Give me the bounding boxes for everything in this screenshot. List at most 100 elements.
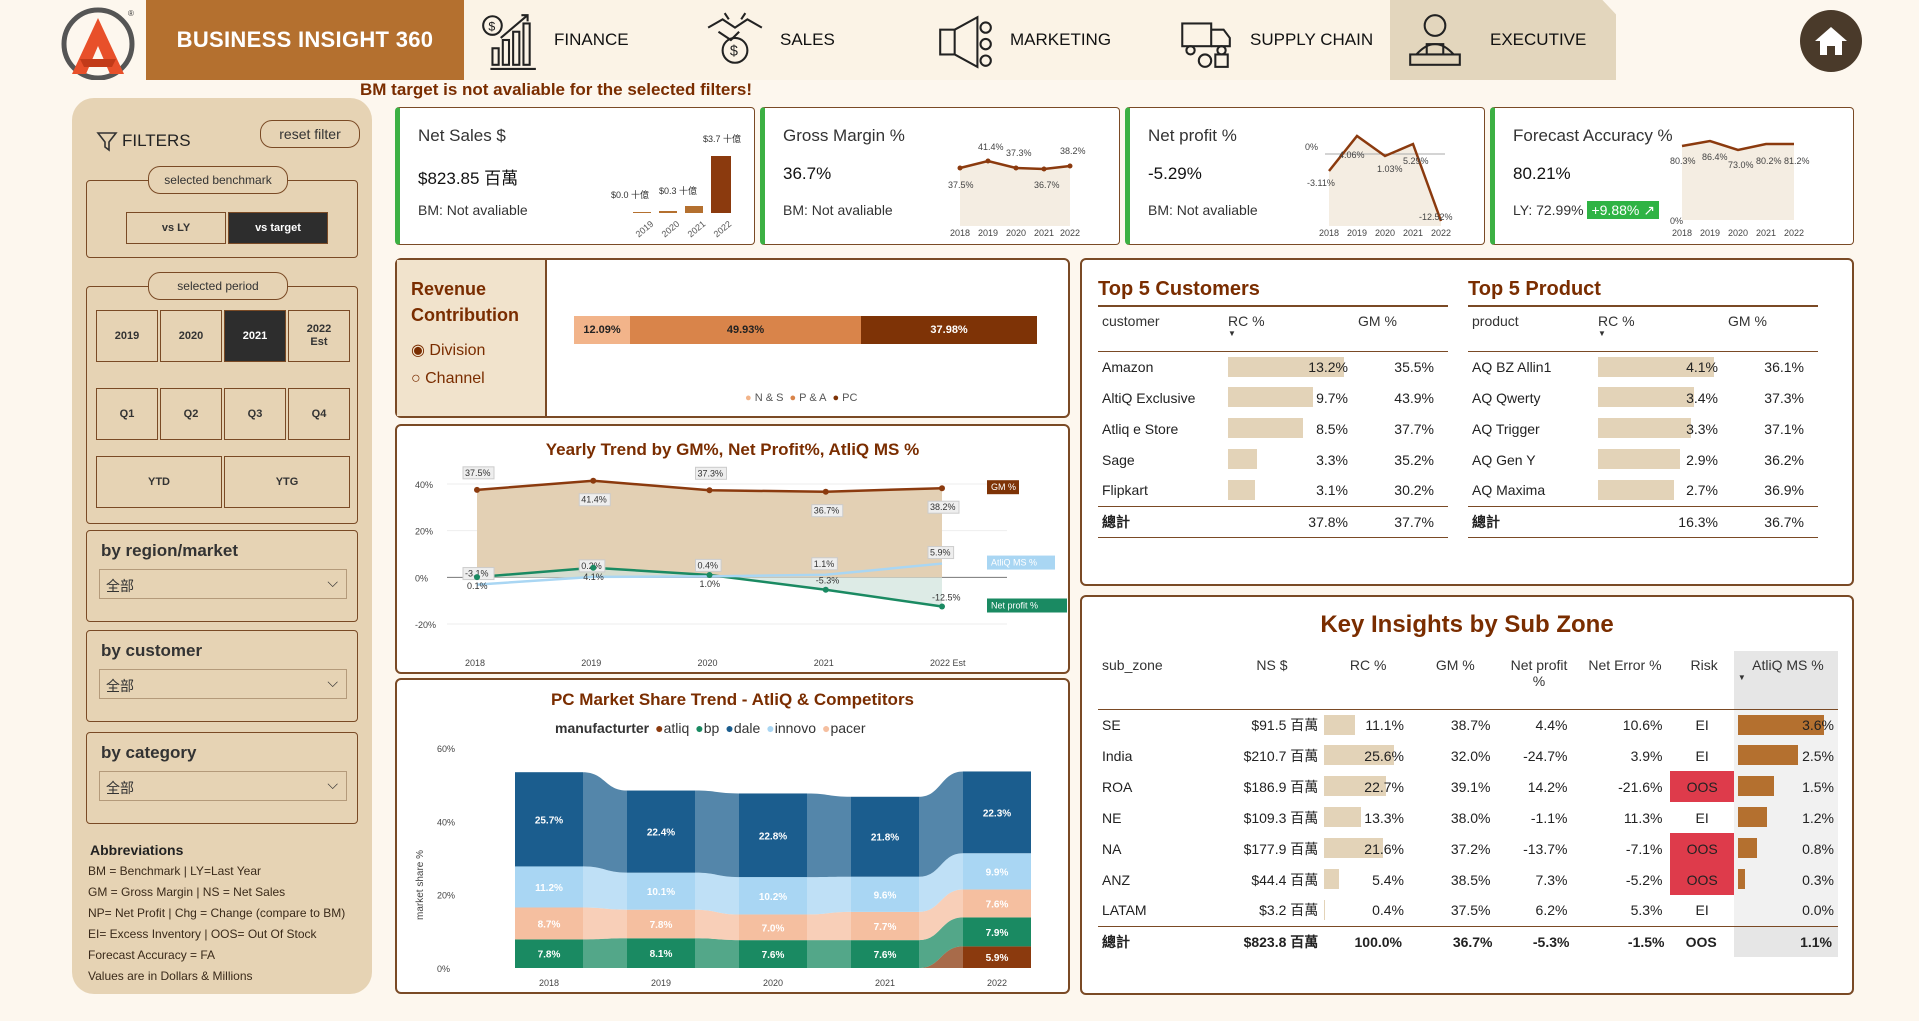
category-dropdown[interactable]: 全部 ⌵	[99, 771, 347, 801]
year-2021-button[interactable]: 2021	[224, 310, 286, 362]
gm-point[interactable]	[822, 488, 829, 495]
bar-innovo[interactable]	[515, 866, 583, 908]
column-header[interactable]: product	[1472, 313, 1519, 329]
column-header[interactable]: Net profit %	[1510, 657, 1568, 689]
column-header[interactable]: Net Error %	[1588, 657, 1662, 673]
table-row[interactable]: India $210.7 百萬 25.6% 32.0% -24.7% 3.9% EI 2.5%	[1098, 740, 1838, 771]
table-row[interactable]: AltiQ Exclusive 9.7% 43.9%	[1098, 382, 1448, 413]
kpi-net-sales[interactable]: Net Sales $ $823.85 百萬 BM: Not avaliable…	[395, 107, 755, 245]
year-2022-est-button[interactable]: 2022 Est	[288, 310, 350, 362]
year-2019-button[interactable]: 2019	[96, 310, 158, 362]
np-point[interactable]	[474, 574, 480, 581]
bar-bp[interactable]	[851, 940, 919, 968]
tab-supply-chain[interactable]: SUPPLY CHAIN	[1160, 0, 1390, 80]
column-header[interactable]: GM %	[1728, 313, 1767, 329]
radio-channel[interactable]: ○ Channel	[411, 370, 485, 388]
bar-atliq[interactable]	[963, 946, 1031, 968]
customer-dropdown[interactable]: 全部 ⌵	[99, 669, 347, 699]
bar-bp[interactable]	[739, 940, 807, 968]
legend-item-atliq[interactable]: ●atliq	[655, 720, 689, 736]
gm-point[interactable]	[474, 486, 480, 493]
column-header[interactable]: RC % ▼	[1228, 307, 1358, 351]
tab-executive[interactable]: EXECUTIVE	[1390, 0, 1616, 80]
bar-innovo[interactable]	[739, 877, 807, 915]
table-row[interactable]: AQ Maxima 2.7% 36.9%	[1468, 475, 1818, 506]
bar-bp[interactable]	[515, 939, 583, 968]
table-row[interactable]: NA $177.9 百萬 21.6% 37.2% -13.7% -7.1% OOS 0.8%	[1098, 833, 1838, 864]
table-row[interactable]: AQ Gen Y 2.9% 36.2%	[1468, 444, 1818, 475]
kpi-net-profit[interactable]: Net profit % -5.29% BM: Not avaliable 0%…	[1125, 107, 1485, 245]
revenue-segment[interactable]: 49.93%	[629, 316, 862, 344]
column-header[interactable]: customer	[1102, 313, 1160, 329]
table-row[interactable]: AQ Trigger 3.3% 37.1%	[1468, 413, 1818, 444]
revenue-segment[interactable]: 37.98%	[861, 316, 1037, 344]
quarter-q1-button[interactable]: Q1	[96, 388, 158, 440]
quarter-q4-button[interactable]: Q4	[288, 388, 350, 440]
np-point[interactable]	[590, 564, 597, 571]
benchmark-vs-target-button[interactable]: vs target	[228, 212, 328, 244]
column-header[interactable]: RC %	[1349, 657, 1387, 673]
gm-point[interactable]	[939, 485, 945, 492]
legend-item-dale[interactable]: ●dale	[725, 720, 760, 736]
bar-innovo[interactable]	[851, 876, 919, 912]
gm-point[interactable]	[590, 477, 597, 484]
year-2020-button[interactable]: 2020	[160, 310, 222, 362]
tab-marketing[interactable]: MARKETING	[920, 0, 1160, 80]
column-header[interactable]: AtliQ MS % ▼	[1733, 651, 1838, 709]
ytd-button[interactable]: YTD	[96, 456, 222, 508]
table-row[interactable]: AQ Qwerty 3.4% 37.3%	[1468, 382, 1818, 413]
column-header[interactable]: sub_zone	[1102, 657, 1163, 673]
bar-dale[interactable]	[515, 772, 583, 867]
column-header[interactable]: NS $	[1256, 657, 1288, 673]
bar-pacer[interactable]	[963, 889, 1031, 918]
bar-innovo[interactable]	[963, 853, 1031, 890]
gm-point[interactable]	[706, 487, 713, 494]
kpi-forecast-accuracy[interactable]: Forecast Accuracy % 80.21% LY: 72.99% +9…	[1490, 107, 1854, 245]
tab-sales[interactable]: $ SALES	[690, 0, 920, 80]
table-row[interactable]: NE $109.3 百萬 13.3% 38.0% -1.1% 11.3% EI 1.2%	[1098, 802, 1838, 833]
ytg-button[interactable]: YTG	[224, 456, 350, 508]
ribbon-innovo	[583, 866, 627, 910]
table-row[interactable]: Sage 3.3% 35.2%	[1098, 444, 1448, 475]
legend-item-bp[interactable]: ●bp	[695, 720, 719, 736]
column-header[interactable]: RC % ▼	[1598, 307, 1728, 351]
bar-pacer[interactable]	[515, 907, 583, 940]
bar-bp[interactable]	[963, 917, 1031, 947]
bar-dale[interactable]	[851, 796, 919, 877]
table-row[interactable]: ROA $186.9 百萬 22.7% 39.1% 14.2% -21.6% OOS 1.5%	[1098, 771, 1838, 802]
bar-pacer[interactable]	[627, 909, 695, 939]
home-button[interactable]	[1800, 10, 1862, 72]
reset-filter-button[interactable]: reset filter	[260, 120, 360, 148]
quarter-q2-button[interactable]: Q2	[160, 388, 222, 440]
legend-item-pacer[interactable]: ●pacer	[822, 720, 866, 736]
bar-dale[interactable]	[963, 771, 1031, 854]
bar-pacer[interactable]	[851, 911, 919, 941]
bar-dale[interactable]	[739, 793, 807, 878]
bar-dale[interactable]	[627, 790, 695, 873]
region-dropdown[interactable]: 全部 ⌵	[99, 569, 347, 599]
column-header[interactable]: GM %	[1358, 313, 1397, 329]
np-point[interactable]	[939, 603, 945, 610]
ribbon-pacer	[695, 909, 739, 941]
np-point[interactable]	[706, 572, 713, 578]
table-row[interactable]: AQ BZ Allin1 4.1% 36.1%	[1468, 351, 1818, 382]
bar-bp[interactable]	[627, 938, 695, 968]
legend-item-innovo[interactable]: ●innovo	[766, 720, 816, 736]
table-row[interactable]: Flipkart 3.1% 30.2%	[1098, 475, 1448, 506]
table-row[interactable]: LATAM $3.2 百萬 0.4% 37.5% 6.2% 5.3% EI 0.0%	[1098, 895, 1838, 926]
bar-innovo[interactable]	[627, 872, 695, 910]
bar-pacer[interactable]	[739, 914, 807, 941]
table-row[interactable]: SE $91.5 百萬 11.1% 38.7% 4.4% 10.6% EI 3.6%	[1098, 709, 1838, 740]
table-row[interactable]: Atliq e Store 8.5% 37.7%	[1098, 413, 1448, 444]
quarter-q3-button[interactable]: Q3	[224, 388, 286, 440]
radio-division[interactable]: ◉ Division	[411, 340, 485, 360]
np-point[interactable]	[822, 586, 829, 593]
column-header[interactable]: GM %	[1435, 657, 1475, 673]
revenue-segment[interactable]: 12.09%	[574, 316, 630, 344]
table-row[interactable]: Amazon 13.2% 35.5%	[1098, 351, 1448, 382]
table-row[interactable]: ANZ $44.4 百萬 5.4% 38.5% 7.3% -5.2% OOS 0.3%	[1098, 864, 1838, 895]
column-header[interactable]: Risk	[1690, 657, 1718, 673]
benchmark-vs-ly-button[interactable]: vs LY	[126, 212, 226, 244]
kpi-gross-margin[interactable]: Gross Margin % 36.7% BM: Not avaliable 3…	[760, 107, 1120, 245]
tab-finance[interactable]: $ FINANCE	[464, 0, 690, 80]
